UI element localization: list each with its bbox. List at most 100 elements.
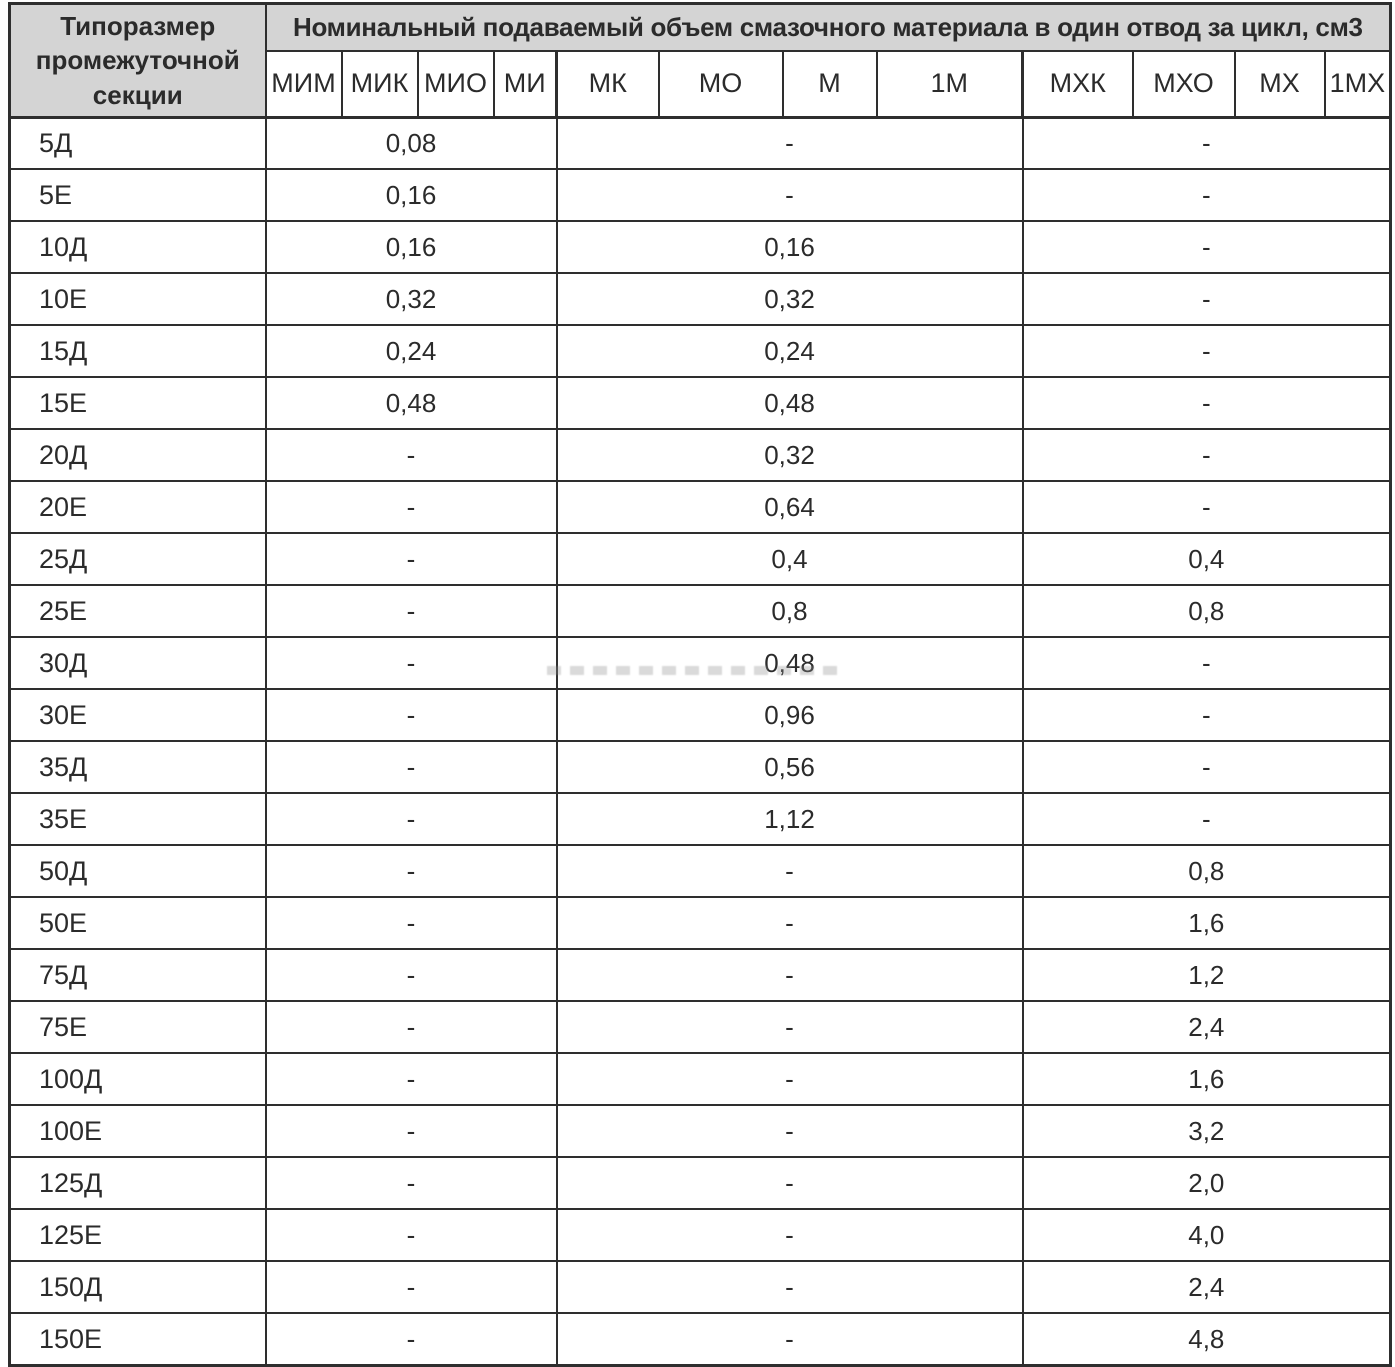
column-header-mim: МИМ xyxy=(264,49,343,119)
value-cell-group-m: - xyxy=(555,1104,1024,1159)
column-header-1mx: 1МХ xyxy=(1323,49,1392,119)
table-row: 5Д 0,08 - - xyxy=(8,116,1392,171)
row-label: 150Д xyxy=(8,1260,267,1315)
value-cell-group-mi: - xyxy=(264,584,558,639)
row-label: 125Е xyxy=(8,1208,267,1263)
table-row: 125Д - - 2,0 xyxy=(8,1156,1392,1211)
value-cell-group-mi: - xyxy=(264,948,558,1003)
value-cell-group-m: - xyxy=(555,896,1024,951)
value-cell-group-mx: - xyxy=(1021,272,1392,327)
value-cell-group-m: 0,56 xyxy=(555,740,1024,795)
table-row: 20Д - 0,32 - xyxy=(8,428,1392,483)
value-cell-group-mi: - xyxy=(264,1052,558,1107)
value-cell-group-mx: 1,6 xyxy=(1021,896,1392,951)
row-label: 50Д xyxy=(8,844,267,899)
value-cell-group-mi: - xyxy=(264,1312,558,1367)
column-header-1m: 1М xyxy=(875,49,1024,119)
row-label: 30Е xyxy=(8,688,267,743)
table-row: 15Д 0,24 0,24 - xyxy=(8,324,1392,379)
value-cell-group-mi: 0,08 xyxy=(264,116,558,171)
value-cell-group-m: 0,96 xyxy=(555,688,1024,743)
row-label: 75Д xyxy=(8,948,267,1003)
table-row: 100Д - - 1,6 xyxy=(8,1052,1392,1107)
value-cell-group-mx: - xyxy=(1021,220,1392,275)
value-cell-group-mx: 2,4 xyxy=(1021,1260,1392,1315)
value-cell-group-mi: 0,48 xyxy=(264,376,558,431)
value-cell-group-m: 0,8 xyxy=(555,584,1024,639)
row-label: 100Д xyxy=(8,1052,267,1107)
value-cell-group-m: - xyxy=(555,1156,1024,1211)
value-cell-group-mx: - xyxy=(1021,376,1392,431)
value-cell-group-mx: - xyxy=(1021,428,1392,483)
table-row: 20Е - 0,64 - xyxy=(8,480,1392,535)
value-cell-group-m: 0,48 xyxy=(555,376,1024,431)
table-row: 25Е - 0,8 0,8 xyxy=(8,584,1392,639)
value-cell-group-mi: - xyxy=(264,1156,558,1211)
value-cell-group-mi: - xyxy=(264,428,558,483)
value-cell-group-m: 0,64 xyxy=(555,480,1024,535)
column-header-mio: МИО xyxy=(416,49,495,119)
value-cell-group-m: 0,32 xyxy=(555,428,1024,483)
value-cell-group-m: - xyxy=(555,168,1024,223)
table-row: 50Д - - 0,8 xyxy=(8,844,1392,899)
value-cell-group-mx: 3,2 xyxy=(1021,1104,1392,1159)
value-cell-group-mx: - xyxy=(1021,116,1392,171)
value-cell-group-m: - xyxy=(555,1000,1024,1055)
row-label: 10Д xyxy=(8,220,267,275)
value-cell-group-mx: 1,6 xyxy=(1021,1052,1392,1107)
value-cell-group-mi: - xyxy=(264,1104,558,1159)
value-cell-group-mi: - xyxy=(264,740,558,795)
value-cell-group-mi: - xyxy=(264,896,558,951)
row-label: 20Е xyxy=(8,480,267,535)
column-header-row: МИМ МИК МИО МИ МК МО М 1М МХК МХО МХ 1МХ xyxy=(10,49,1392,119)
column-header-mx: МХ xyxy=(1233,49,1326,119)
row-label: 25Е xyxy=(8,584,267,639)
column-header-mk: МК xyxy=(555,49,660,119)
value-cell-group-mi: 0,16 xyxy=(264,220,558,275)
table-row: 30Е - 0,96 - xyxy=(8,688,1392,743)
table-row: 30Д - 0,48 - xyxy=(8,636,1392,691)
value-cell-group-m: 0,24 xyxy=(555,324,1024,379)
value-cell-group-mx: - xyxy=(1021,792,1392,847)
value-cell-group-mx: - xyxy=(1021,324,1392,379)
row-label: 5Е xyxy=(8,168,267,223)
column-header-mo: МО xyxy=(657,49,784,119)
value-cell-group-mx: 2,4 xyxy=(1021,1000,1392,1055)
column-header-mi: МИ xyxy=(492,49,558,119)
row-label: 100Е xyxy=(8,1104,267,1159)
row-label: 75Е xyxy=(8,1000,267,1055)
value-cell-group-mx: - xyxy=(1021,740,1392,795)
row-label: 5Д xyxy=(8,116,267,171)
table-row: 10Д 0,16 0,16 - xyxy=(8,220,1392,275)
value-cell-group-m: 0,4 xyxy=(555,532,1024,587)
value-cell-group-mi: - xyxy=(264,688,558,743)
value-cell-group-m: - xyxy=(555,116,1024,171)
row-label: 125Д xyxy=(8,1156,267,1211)
row-label: 30Д xyxy=(8,636,267,691)
value-cell-group-mi: - xyxy=(264,1260,558,1315)
row-label: 150Е xyxy=(8,1312,267,1367)
row-label: 35Е xyxy=(8,792,267,847)
corner-header: Типоразмер промежуточной секции xyxy=(8,2,267,119)
table-row: 100Е - - 3,2 xyxy=(8,1104,1392,1159)
value-cell-group-mi: 0,24 xyxy=(264,324,558,379)
table-row: 35Д - 0,56 - xyxy=(8,740,1392,795)
value-cell-group-m: - xyxy=(555,1312,1024,1367)
value-cell-group-m: - xyxy=(555,948,1024,1003)
row-label: 15Е xyxy=(8,376,267,431)
row-label: 35Д xyxy=(8,740,267,795)
value-cell-group-mi: - xyxy=(264,1000,558,1055)
row-label: 25Д xyxy=(8,532,267,587)
table-row: 150Е - - 4,8 xyxy=(8,1312,1392,1367)
column-header-mik: МИК xyxy=(340,49,419,119)
value-cell-group-mi: - xyxy=(264,636,558,691)
column-header-m: М xyxy=(781,49,878,119)
value-cell-group-mx: 1,2 xyxy=(1021,948,1392,1003)
column-header-mxk: МХК xyxy=(1021,49,1134,119)
value-cell-group-mi: - xyxy=(264,844,558,899)
row-label: 20Д xyxy=(8,428,267,483)
value-cell-group-mi: 0,32 xyxy=(264,272,558,327)
table-row: 10Е 0,32 0,32 - xyxy=(8,272,1392,327)
value-cell-group-mi: - xyxy=(264,792,558,847)
